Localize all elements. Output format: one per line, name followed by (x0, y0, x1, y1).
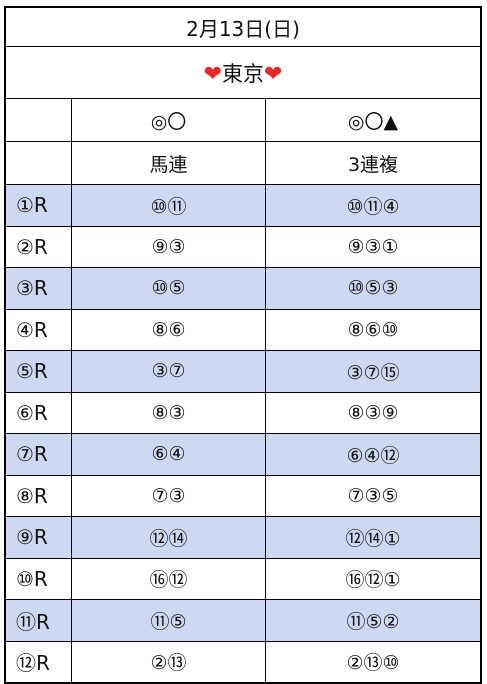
bet-type-row: 馬連 3連複 (5, 141, 481, 185)
prediction-table: 2月13日(日) ❤東京❤ ◎〇 ◎〇▲ 馬連 3連複 ①R ⑩⑪ ⑩⑪④ ②R ⑨③ ⑨… (5, 7, 481, 683)
heart-icon: ❤ (203, 61, 222, 87)
venue-row: ❤東京❤ (5, 46, 481, 99)
race-row: ②R ⑨③ ⑨③① (5, 225, 481, 268)
sanrenpuku-marks: ◎〇▲ (265, 98, 481, 142)
marks-row: ◎〇 ◎〇▲ (5, 98, 481, 142)
umaren-cell: ⑯⑫ (71, 557, 266, 600)
race-label: ⑦R (5, 433, 72, 476)
umaren-cell: ⑪⑤ (71, 599, 266, 642)
date-cell: 2月13日(日) (5, 7, 481, 47)
race-row: ⑩R ⑯⑫ ⑯⑫① (5, 557, 481, 600)
umaren-cell: ⑦③ (71, 474, 266, 517)
race-label: ⑪R (5, 599, 72, 642)
race-row: ⑨R ⑫⑭ ⑫⑭① (5, 516, 481, 559)
venue-label: 東京 (222, 61, 264, 86)
prediction-sheet: 2月13日(日) ❤東京❤ ◎〇 ◎〇▲ 馬連 3連複 ①R ⑩⑪ ⑩⑪④ ②R ⑨③ ⑨… (4, 6, 482, 684)
sanrenpuku-cell: ⑧⑥⑩ (265, 308, 481, 351)
race-row: ⑫R ②⑬ ②⑬⑩ (5, 640, 481, 683)
empty-cell (5, 141, 72, 185)
race-row: ①R ⑩⑪ ⑩⑪④ (5, 184, 481, 227)
race-row: ⑧R ⑦③ ⑦③⑤ (5, 474, 481, 517)
umaren-marks: ◎〇 (71, 98, 266, 142)
umaren-cell: ③⑦ (71, 350, 266, 393)
race-label: ②R (5, 225, 72, 268)
umaren-cell: ⑫⑭ (71, 516, 266, 559)
race-row: ④R ⑧⑥ ⑧⑥⑩ (5, 308, 481, 351)
sanrenpuku-cell: ⑦③⑤ (265, 474, 481, 517)
empty-cell (5, 98, 72, 142)
sanrenpuku-cell: ⑨③① (265, 225, 481, 268)
sanrenpuku-cell: ⑪⑤② (265, 599, 481, 642)
race-row: ⑪R ⑪⑤ ⑪⑤② (5, 599, 481, 642)
sanrenpuku-cell: ③⑦⑮ (265, 350, 481, 393)
umaren-cell: ⑧⑥ (71, 308, 266, 351)
race-row: ⑥R ⑧③ ⑧③⑨ (5, 391, 481, 434)
sanrenpuku-cell: ②⑬⑩ (265, 640, 481, 683)
sanrenpuku-cell: ⑥④⑫ (265, 433, 481, 476)
umaren-cell: ②⑬ (71, 640, 266, 683)
race-label: ①R (5, 184, 72, 227)
race-row: ③R ⑩⑤ ⑩⑤③ (5, 267, 481, 310)
race-row: ⑤R ③⑦ ③⑦⑮ (5, 350, 481, 393)
race-label: ⑥R (5, 391, 72, 434)
heart-icon: ❤ (264, 61, 283, 87)
umaren-header: 馬連 (71, 141, 266, 185)
race-row: ⑦R ⑥④ ⑥④⑫ (5, 433, 481, 476)
sanrenpuku-cell: ⑩⑪④ (265, 184, 481, 227)
umaren-cell: ⑩⑤ (71, 267, 266, 310)
race-label: ⑤R (5, 350, 72, 393)
sanrenpuku-cell: ⑫⑭① (265, 516, 481, 559)
sanrenpuku-cell: ⑩⑤③ (265, 267, 481, 310)
sanrenpuku-cell: ⑯⑫① (265, 557, 481, 600)
umaren-cell: ⑧③ (71, 391, 266, 434)
date-row: 2月13日(日) (5, 7, 481, 47)
umaren-cell: ⑨③ (71, 225, 266, 268)
venue-cell: ❤東京❤ (5, 46, 481, 99)
race-label: ⑨R (5, 516, 72, 559)
umaren-cell: ⑩⑪ (71, 184, 266, 227)
race-label: ⑫R (5, 640, 72, 683)
race-label: ④R (5, 308, 72, 351)
sanrenpuku-cell: ⑧③⑨ (265, 391, 481, 434)
race-label: ⑩R (5, 557, 72, 600)
race-label: ③R (5, 267, 72, 310)
sanrenpuku-header: 3連複 (265, 141, 481, 185)
race-label: ⑧R (5, 474, 72, 517)
umaren-cell: ⑥④ (71, 433, 266, 476)
